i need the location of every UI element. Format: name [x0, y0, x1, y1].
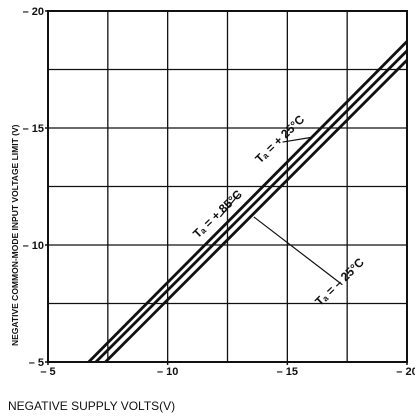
annotation-leader-line: [219, 193, 240, 218]
x-tick-label: – 15: [277, 366, 298, 378]
x-tick-label: – 5: [40, 366, 55, 378]
y-tick-label: – 15: [23, 123, 44, 135]
y-tick-label: – 5: [29, 357, 44, 369]
series-line: [94, 49, 408, 363]
annotation-leader-line: [282, 136, 312, 143]
series-line: [104, 59, 408, 363]
x-tick-label: – 20: [396, 366, 415, 378]
y-tick-label: – 20: [23, 6, 44, 18]
x-axis-title: NEGATIVE SUPPLY VOLTS(V): [8, 399, 175, 413]
y-tick-labels: – 5 – 10 – 15 – 20: [23, 6, 48, 369]
plot-frame: [47, 10, 408, 363]
y-tick-label: – 10: [23, 240, 44, 252]
annotations: Tₐ = + 85°CTₐ = + 25°CTₐ = – 25°C: [190, 112, 367, 308]
grid: [48, 11, 407, 362]
x-tick-labels: – 5 – 10 – 15 – 20: [40, 362, 415, 378]
y-axis-title: NEGATIVE COMMON-MODE INPUT VOLTAGE LIMIT…: [10, 124, 20, 346]
series-lines: [87, 40, 408, 363]
x-tick-label: – 10: [157, 366, 178, 378]
series-line: [87, 40, 408, 363]
annotation-tm25: Tₐ = – 25°C: [312, 255, 367, 309]
annotation-leader-line: [253, 216, 343, 286]
